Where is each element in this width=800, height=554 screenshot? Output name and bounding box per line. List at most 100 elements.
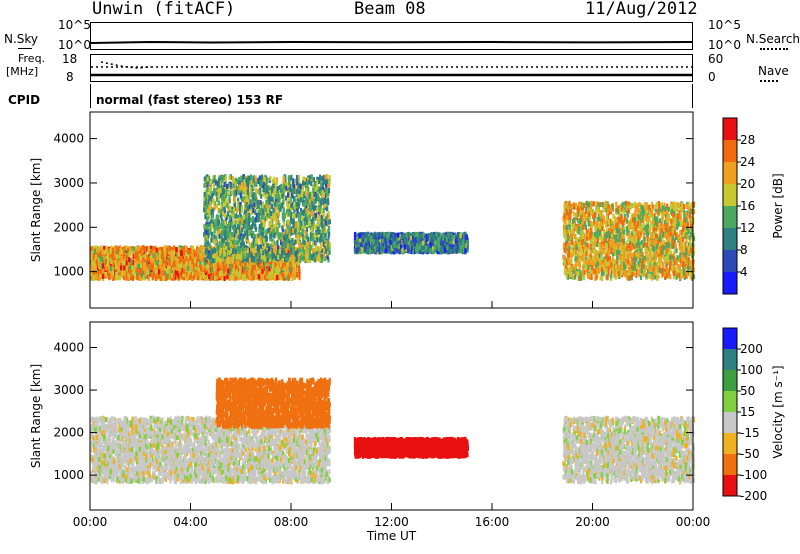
echo-cell bbox=[248, 181, 251, 187]
echo-cell bbox=[255, 252, 258, 258]
echo-cell bbox=[237, 197, 240, 203]
echo-cell bbox=[142, 245, 145, 251]
echo-cell bbox=[315, 225, 318, 231]
echo-cell bbox=[192, 266, 195, 272]
echo-cell bbox=[228, 234, 231, 239]
echo-cell bbox=[260, 232, 263, 238]
echo-cell bbox=[175, 247, 178, 253]
echo-cell bbox=[271, 240, 275, 246]
cpid-label: CPID bbox=[8, 93, 41, 107]
echo-cell bbox=[189, 260, 192, 265]
echo-cell bbox=[206, 253, 209, 259]
echo-cell bbox=[213, 228, 216, 234]
echo-cell bbox=[176, 257, 179, 263]
echo-cell bbox=[271, 269, 274, 274]
echo-cell bbox=[242, 174, 246, 180]
echo-cell bbox=[302, 239, 305, 245]
echo-cell bbox=[259, 244, 262, 250]
echo-cell bbox=[319, 174, 322, 180]
echo-cell bbox=[299, 197, 302, 203]
echo-cell bbox=[200, 266, 203, 272]
echo-cell bbox=[286, 260, 289, 266]
echo-cell bbox=[144, 247, 147, 253]
echo-cell bbox=[182, 269, 185, 274]
echo-cell bbox=[205, 225, 208, 231]
cpid-text: normal (fast stereo) 153 RF bbox=[96, 93, 284, 107]
echo-cell bbox=[247, 271, 250, 277]
echo-cell bbox=[236, 179, 239, 184]
echo-cell bbox=[173, 266, 176, 272]
echo-cell bbox=[212, 221, 215, 227]
echo-cell bbox=[203, 203, 206, 209]
echo-cell bbox=[178, 255, 181, 260]
echo-cell bbox=[274, 230, 277, 236]
echo-cell bbox=[123, 265, 126, 271]
echo-cell bbox=[97, 257, 101, 263]
echo-cell bbox=[254, 274, 257, 279]
echo-cell bbox=[247, 247, 251, 253]
echo-cell bbox=[124, 266, 127, 271]
echo-cell bbox=[265, 229, 268, 235]
echo-cell bbox=[207, 229, 210, 235]
echo-cell bbox=[306, 183, 309, 189]
echo-cell bbox=[166, 247, 169, 253]
echo-cell bbox=[281, 225, 284, 231]
echo-cell bbox=[233, 233, 236, 239]
date-title: 11/Aug/2012 bbox=[585, 0, 698, 19]
echo-cell bbox=[134, 248, 137, 253]
echo-cell bbox=[215, 270, 218, 276]
echo-cell bbox=[174, 248, 177, 254]
echo-cell bbox=[328, 182, 331, 188]
echo-cell bbox=[301, 251, 304, 256]
echo-cell bbox=[142, 252, 145, 258]
echo-cell bbox=[147, 250, 150, 255]
echo-cell bbox=[127, 248, 130, 253]
echo-cell bbox=[224, 263, 227, 269]
echo-cell bbox=[203, 200, 206, 206]
nsky-trace bbox=[91, 40, 693, 44]
echo-cell bbox=[91, 261, 94, 267]
echo-cell bbox=[228, 237, 231, 243]
echo-cell bbox=[309, 258, 312, 264]
echo-cell bbox=[282, 229, 285, 235]
echo-cell bbox=[151, 275, 154, 281]
echo-cell bbox=[186, 249, 190, 255]
echo-cell bbox=[168, 257, 171, 263]
echo-cell bbox=[138, 254, 141, 260]
echo-cell bbox=[250, 257, 253, 263]
echo-cell bbox=[220, 274, 223, 280]
echo-cell bbox=[197, 261, 200, 267]
echo-cell bbox=[139, 262, 142, 268]
echo-cell bbox=[295, 272, 298, 278]
echo-cell bbox=[313, 215, 317, 221]
echo-cell bbox=[169, 252, 173, 258]
echo-cell bbox=[261, 250, 264, 256]
nsearch-label: N.Search bbox=[746, 32, 800, 46]
echo-cell bbox=[131, 250, 134, 256]
echo-cell bbox=[255, 259, 258, 265]
echo-cell bbox=[244, 209, 247, 215]
echo-cell bbox=[203, 195, 206, 201]
echo-cell bbox=[250, 217, 253, 223]
echo-cell bbox=[147, 263, 150, 269]
echo-cell bbox=[217, 250, 220, 256]
echo-cell bbox=[212, 261, 215, 267]
echo-cell bbox=[126, 245, 129, 251]
echo-cell bbox=[244, 196, 247, 202]
echo-cell bbox=[230, 275, 233, 281]
echo-cell bbox=[307, 240, 310, 245]
echo-cell bbox=[179, 265, 182, 271]
echo-cell bbox=[136, 275, 139, 281]
echo-cell bbox=[231, 258, 234, 264]
echo-cell bbox=[256, 217, 259, 223]
echo-cell bbox=[224, 225, 227, 231]
echo-cell bbox=[239, 260, 242, 266]
echo-cell bbox=[137, 250, 140, 256]
echo-cell bbox=[283, 188, 286, 194]
echo-cell bbox=[117, 267, 120, 273]
echo-cell bbox=[105, 250, 108, 256]
echo-cell bbox=[222, 268, 226, 274]
echo-cell bbox=[327, 234, 330, 240]
echo-cell bbox=[237, 260, 240, 266]
echo-cell bbox=[143, 263, 146, 269]
